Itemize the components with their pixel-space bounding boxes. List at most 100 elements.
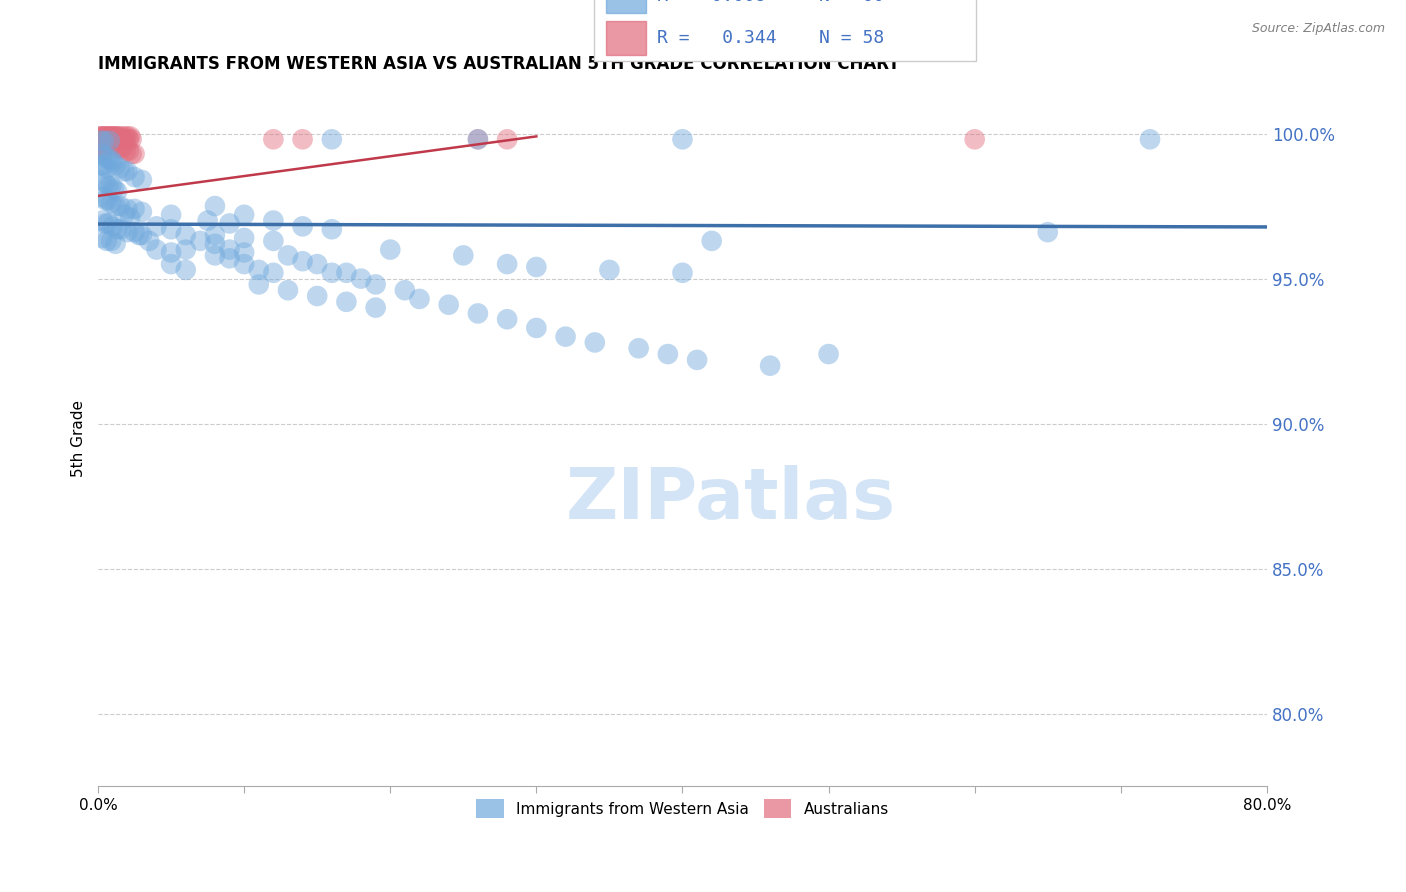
Point [124, 202, 146, 216]
Point [321, 222, 343, 236]
Point [657, 347, 679, 361]
Point [91, 138, 114, 153]
Point [91, 190, 114, 204]
Point [233, 245, 256, 260]
Point [89, 129, 111, 144]
Point [124, 225, 146, 239]
Point [100, 129, 122, 144]
Point [91, 146, 114, 161]
Point [598, 263, 620, 277]
Point [111, 141, 134, 155]
Point [104, 158, 127, 172]
Point [94, 129, 117, 144]
Point [112, 164, 135, 178]
Bar [606, 0, 645, 13]
Point [98, 132, 121, 146]
Point [759, 359, 782, 373]
Point [197, 213, 219, 227]
Point [97, 129, 120, 144]
Point [218, 252, 240, 266]
Point [111, 132, 134, 146]
Point [364, 301, 387, 315]
Point [204, 236, 226, 251]
Point [131, 228, 153, 243]
Point [233, 231, 256, 245]
Point [350, 271, 373, 285]
Point [467, 132, 489, 146]
Text: R = -0.008: R = -0.008 [658, 0, 766, 5]
Point [160, 222, 183, 236]
Point [124, 146, 146, 161]
Point [91, 173, 114, 187]
Point [103, 181, 125, 195]
Point [108, 132, 131, 146]
Point [104, 132, 127, 146]
Point [138, 234, 160, 248]
Point [96, 132, 118, 146]
Point [204, 248, 226, 262]
Point [96, 234, 118, 248]
Point [93, 158, 115, 172]
Point [105, 132, 128, 146]
Point [97, 178, 120, 193]
Point [160, 208, 183, 222]
Point [262, 132, 284, 146]
Point [110, 222, 132, 236]
Point [380, 243, 402, 257]
Point [96, 161, 118, 176]
Point [247, 277, 270, 292]
Point [408, 292, 430, 306]
Point [101, 132, 124, 146]
Point [277, 248, 299, 262]
Point [100, 153, 122, 167]
Point [262, 234, 284, 248]
Point [554, 329, 576, 343]
Point [100, 132, 122, 146]
Point [188, 234, 211, 248]
Point [90, 129, 112, 144]
Point [93, 129, 115, 144]
Point [291, 132, 314, 146]
Point [700, 234, 723, 248]
Point [98, 134, 121, 148]
Point [91, 213, 114, 227]
Point [93, 134, 115, 148]
Point [467, 132, 489, 146]
Point [103, 138, 125, 153]
Point [94, 150, 117, 164]
Legend: Immigrants from Western Asia, Australians: Immigrants from Western Asia, Australian… [470, 793, 896, 824]
Point [105, 141, 128, 155]
Point [437, 298, 460, 312]
Point [817, 347, 839, 361]
Point [321, 132, 343, 146]
Point [496, 132, 519, 146]
Text: N = 60: N = 60 [818, 0, 884, 5]
Point [100, 178, 122, 193]
Point [91, 146, 114, 161]
Point [90, 144, 112, 158]
Point [307, 257, 329, 271]
Point [121, 146, 143, 161]
Point [117, 225, 139, 239]
Text: R =   0.344: R = 0.344 [658, 29, 778, 47]
Point [124, 169, 146, 184]
Point [291, 254, 314, 268]
FancyBboxPatch shape [595, 0, 976, 61]
Point [108, 141, 131, 155]
Point [247, 263, 270, 277]
Point [90, 132, 112, 146]
Point [174, 263, 197, 277]
Point [93, 132, 115, 146]
Point [89, 141, 111, 155]
Point [204, 228, 226, 243]
Point [120, 129, 142, 144]
Point [103, 129, 125, 144]
Point [107, 129, 129, 144]
Point [103, 132, 125, 146]
Bar [606, 21, 645, 55]
Point [1139, 132, 1161, 146]
Point [117, 164, 139, 178]
Point [117, 129, 139, 144]
Point [101, 129, 124, 144]
Point [277, 283, 299, 297]
